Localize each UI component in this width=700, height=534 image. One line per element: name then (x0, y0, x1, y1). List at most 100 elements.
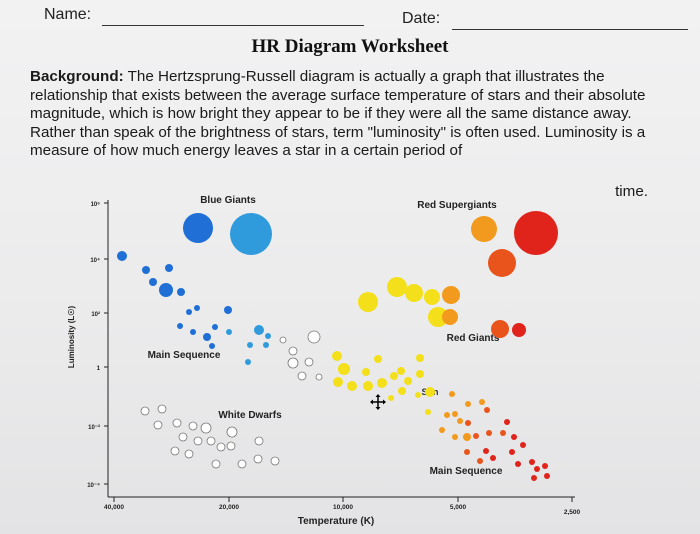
star-dot (479, 399, 485, 405)
white-star-dot (206, 436, 216, 446)
star-dot (265, 333, 271, 339)
star-dot (404, 377, 412, 385)
star-dot (515, 461, 521, 467)
page-title: HR Diagram Worksheet (251, 36, 449, 57)
star-dot (477, 458, 483, 464)
x-axis-label: Temperature (K) (298, 516, 375, 527)
star-dot (247, 342, 253, 348)
star-dot (387, 277, 407, 297)
star-dot (390, 372, 398, 380)
main-sequence-right-label: Main Sequence (430, 466, 503, 477)
star-dot (149, 278, 157, 286)
white-star-dot (237, 459, 247, 469)
star-dot (542, 463, 548, 469)
star-dot (486, 430, 492, 436)
star-dot (509, 449, 515, 455)
x-tick-label: 2,500 (564, 509, 581, 516)
star-dot (377, 378, 387, 388)
white-star-dot (253, 454, 263, 464)
star-dot (504, 419, 510, 425)
star-dot (388, 395, 394, 401)
star-dot (397, 367, 405, 375)
star-dot (520, 442, 526, 448)
star-dot (452, 411, 458, 417)
background-text: The Hertzsprung-Russell diagram is actua… (30, 68, 646, 160)
star-dot (473, 433, 479, 439)
star-dot (457, 418, 463, 424)
x-tick-label: 20,000 (219, 504, 239, 511)
white-star-dot (270, 456, 280, 466)
star-dot (347, 381, 357, 391)
star-dot (190, 329, 196, 335)
white-star-dot (193, 436, 203, 446)
star-dot (177, 323, 183, 329)
x-ticks: 40,000 20,000 10,000 5,000 2,500 (104, 497, 581, 516)
star-dot (442, 309, 458, 325)
star-dot (484, 407, 490, 413)
white-star-dot (254, 436, 264, 446)
white-star-dot (184, 449, 194, 459)
x-tick-label: 40,000 (104, 504, 124, 511)
star-dot (183, 213, 213, 243)
star-dot (463, 433, 471, 441)
star-dot (209, 343, 215, 349)
star-dot (333, 377, 343, 387)
background-paragraph: Background: The Hertzsprung-Russell diag… (30, 68, 670, 161)
star-dot (449, 391, 455, 397)
stars-layer (117, 211, 558, 481)
star-dot (165, 264, 173, 272)
star-dot (226, 329, 232, 335)
x-tick-label: 5,000 (450, 504, 467, 511)
star-dot (186, 309, 192, 315)
star-dot (416, 354, 424, 362)
star-dot (117, 251, 127, 261)
date-label: Date: (402, 10, 441, 27)
star-dot (465, 420, 471, 426)
white-star-dot (307, 330, 321, 344)
y-tick-label: 10⁴ (90, 258, 100, 264)
y-tick-label: 10⁶ (91, 202, 101, 208)
white-star-dot (188, 421, 198, 431)
x-tick-label: 10,000 (333, 504, 353, 511)
white-star-dot (279, 336, 287, 344)
star-dot (203, 333, 211, 341)
star-dot (159, 283, 173, 297)
star-dot (425, 409, 431, 415)
name-label: Name: (44, 6, 92, 23)
white-dwarfs-label: White Dwarfs (218, 410, 282, 421)
background-last-word: time. (615, 183, 648, 200)
y-ticks: 10⁶ 10⁴ 10² 1 10⁻² 10⁻⁴ (87, 202, 108, 489)
y-tick-label: 10⁻² (88, 424, 100, 431)
name-line (102, 25, 364, 26)
star-dot (512, 323, 526, 337)
star-dot (491, 320, 509, 338)
star-dot (332, 351, 342, 361)
white-star-dot (216, 442, 226, 452)
star-dot (444, 412, 450, 418)
white-star-dot (287, 357, 299, 369)
star-dot (212, 324, 218, 330)
white-star-dot (226, 426, 238, 438)
star-dot (514, 211, 558, 255)
white-star-dot (315, 373, 323, 381)
star-dot (500, 430, 506, 436)
blue-giants-label: Blue Giants (200, 195, 256, 206)
star-dot (224, 306, 232, 314)
y-tick-label: 10⁻⁴ (87, 483, 100, 489)
y-tick-label: 10² (91, 311, 100, 318)
white-star-dot (172, 418, 182, 428)
star-dot (362, 368, 370, 376)
main-sequence-left-label: Main Sequence (148, 350, 221, 361)
star-dot (425, 387, 435, 397)
background-heading: Background: (30, 68, 124, 85)
star-dot (142, 266, 150, 274)
red-supergiants-label: Red Supergiants (417, 200, 497, 211)
star-dot (245, 359, 251, 365)
star-dot (531, 475, 537, 481)
white-star-dot (200, 422, 212, 434)
star-dot (358, 292, 378, 312)
y-axis-label: Luminosity (L☉) (67, 306, 76, 369)
white-star-dot (297, 371, 307, 381)
